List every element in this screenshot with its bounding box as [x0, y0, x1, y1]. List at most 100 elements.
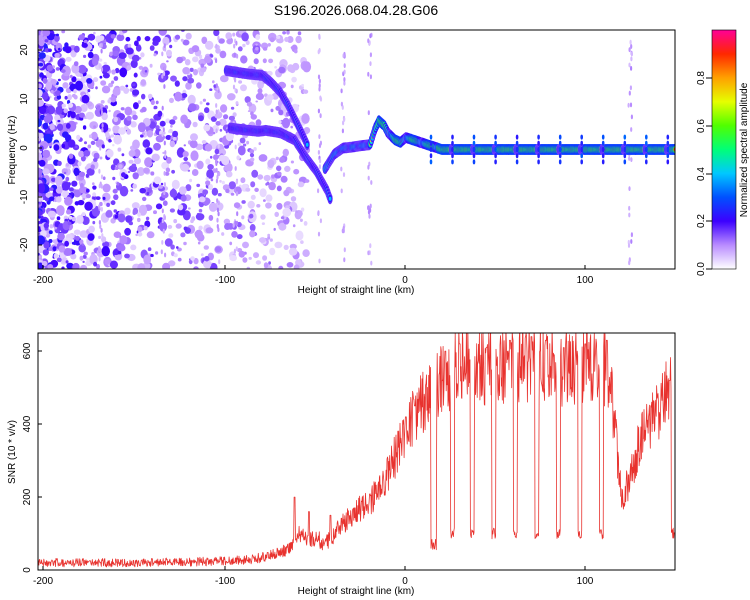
noise-speckle	[71, 180, 78, 187]
noise-speckle	[83, 150, 91, 157]
spec-y-tick-label: -20	[19, 237, 30, 252]
noise-speckle	[168, 233, 174, 238]
noise-speckle	[255, 119, 262, 127]
noise-speckle	[38, 132, 44, 139]
noise-speckle	[161, 191, 169, 199]
noise-speckle	[255, 100, 258, 103]
trace-spoke	[451, 159, 454, 165]
noise-speckle	[105, 210, 113, 218]
noise-speckle	[78, 150, 85, 158]
noise-speckle	[110, 96, 117, 103]
noise-speckle	[49, 187, 54, 191]
striation-speckle	[343, 257, 346, 263]
striation-speckle	[630, 66, 633, 71]
noise-speckle	[93, 157, 98, 162]
noise-speckle	[177, 208, 186, 216]
colorbar-label: Normalized spectral amplitude	[739, 82, 750, 217]
noise-speckle	[166, 60, 169, 63]
noise-speckle	[144, 70, 148, 73]
noise-speckle	[125, 84, 129, 88]
striation-speckle	[340, 88, 343, 94]
noise-speckle	[278, 222, 287, 231]
trace-spoke	[558, 153, 562, 159]
striation-speckle	[628, 62, 631, 68]
noise-speckle	[146, 130, 154, 138]
noise-speckle	[169, 119, 176, 125]
noise-speckle	[83, 54, 87, 59]
noise-speckle	[280, 175, 288, 183]
noise-speckle	[282, 207, 292, 217]
noise-speckle	[183, 226, 188, 231]
trace-spoke	[623, 159, 627, 165]
noise-speckle	[112, 176, 116, 181]
noise-speckle	[48, 230, 53, 235]
noise-speckle	[65, 260, 69, 264]
noise-speckle	[271, 174, 275, 179]
noise-speckle	[146, 231, 155, 239]
noise-speckle	[250, 157, 255, 162]
noise-speckle	[128, 149, 136, 157]
trace-spoke	[537, 134, 540, 140]
noise-speckle	[255, 34, 261, 41]
noise-speckle	[137, 226, 143, 233]
noise-speckle	[202, 98, 206, 102]
trace-spoke	[580, 140, 583, 146]
striation-speckle	[164, 46, 167, 52]
noise-speckle	[266, 181, 270, 186]
noise-speckle	[238, 184, 242, 187]
noise-speckle	[290, 84, 294, 89]
striation-speckle	[628, 186, 631, 192]
noise-speckle	[96, 105, 101, 109]
noise-speckle	[85, 194, 91, 199]
noise-speckle	[39, 72, 44, 78]
noise-speckle	[253, 58, 259, 65]
striation-speckle	[215, 83, 218, 89]
trace-spoke	[558, 140, 562, 146]
snr-y-tick-label: 400	[22, 415, 33, 432]
noise-speckle	[241, 215, 245, 220]
striation-speckle	[628, 205, 631, 211]
striation-speckle	[100, 67, 104, 72]
noise-speckle	[221, 180, 225, 185]
noise-speckle	[42, 168, 50, 175]
noise-speckle	[257, 174, 264, 180]
noise-speckle	[219, 128, 223, 132]
noise-speckle	[63, 108, 68, 114]
noise-speckle	[67, 94, 72, 101]
noise-speckle	[208, 214, 214, 221]
noise-speckle	[183, 241, 187, 246]
trace-spoke	[537, 147, 540, 152]
striation-speckle	[215, 167, 218, 173]
noise-speckle	[78, 244, 86, 253]
colorbar-tick-label: 0.4	[696, 167, 707, 181]
spectrogram-x-ticks: -200 -100 0 100	[33, 265, 594, 286]
noise-speckle	[113, 209, 118, 213]
noise-speckle	[196, 160, 204, 170]
noise-speckle	[106, 202, 110, 207]
noise-speckle	[45, 81, 52, 91]
noise-speckle	[209, 88, 213, 91]
noise-speckle	[133, 102, 139, 110]
noise-speckle	[191, 45, 200, 53]
noise-speckle	[192, 121, 198, 128]
noise-speckle	[68, 153, 74, 159]
noise-speckle	[263, 174, 271, 182]
striation-speckle	[630, 239, 633, 244]
noise-speckle	[67, 110, 73, 115]
striation-speckle	[163, 71, 166, 76]
noise-speckle	[262, 58, 267, 64]
noise-speckle	[192, 56, 199, 63]
noise-speckle	[92, 58, 99, 66]
noise-speckle	[43, 241, 50, 249]
noise-speckle	[180, 38, 184, 42]
noise-speckle	[203, 124, 211, 132]
noise-speckle	[151, 153, 160, 162]
noise-speckle	[72, 262, 80, 269]
noise-speckle	[172, 130, 179, 138]
noise-speckle	[83, 251, 88, 256]
noise-speckle	[228, 181, 236, 190]
striation-speckle	[234, 77, 237, 83]
noise-speckle	[214, 148, 220, 155]
striation-speckle	[161, 208, 164, 214]
noise-speckle	[244, 96, 251, 104]
